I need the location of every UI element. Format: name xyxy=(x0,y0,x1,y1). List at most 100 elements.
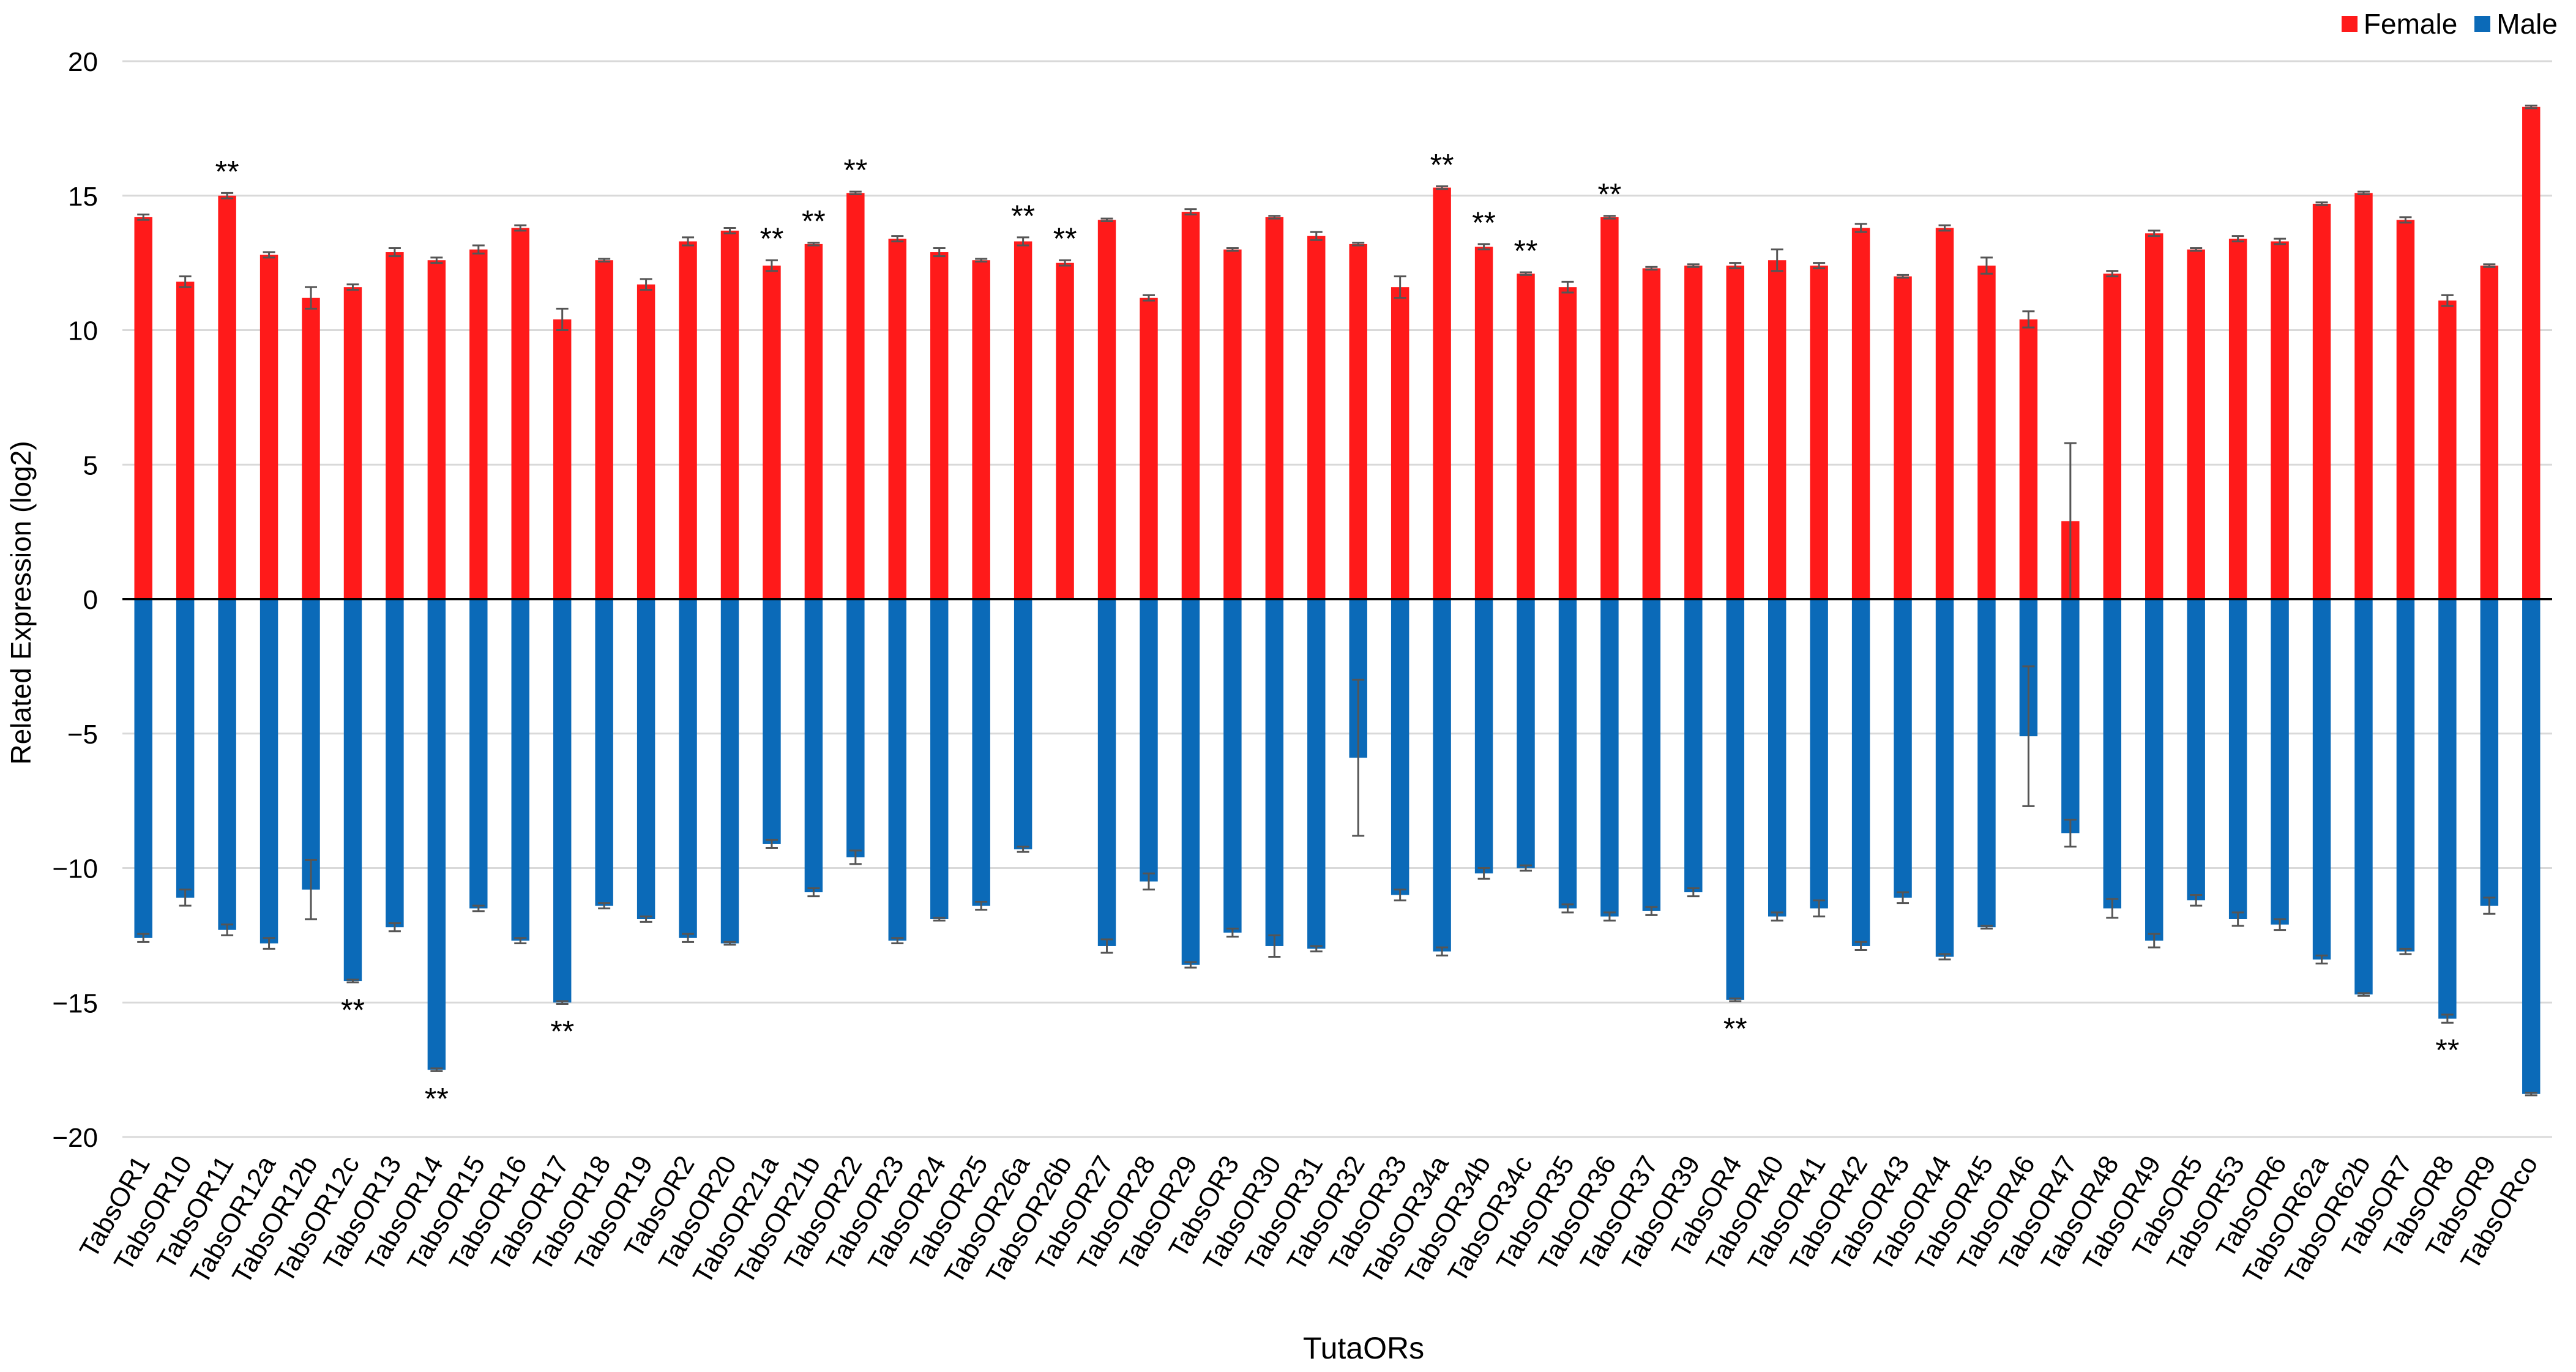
error-bar xyxy=(1561,903,1574,914)
legend-swatch-female xyxy=(2341,16,2358,32)
error-bar xyxy=(1436,946,1449,956)
bar-female-TabsOR14 xyxy=(427,260,446,600)
bar-male-TabsOR19 xyxy=(637,599,655,920)
error-bar xyxy=(1268,934,1281,958)
bar-male-TabsOR12a xyxy=(259,599,278,944)
error-bar xyxy=(1352,679,1365,837)
bar-male-TabsOR21a xyxy=(763,599,781,844)
error-bar xyxy=(221,923,234,936)
bar-female-TabsOR26a xyxy=(1014,241,1032,600)
bar-female-TabsORco xyxy=(2522,106,2541,600)
error-bar xyxy=(1897,891,1910,904)
error-bar xyxy=(1520,864,1533,872)
error-bar xyxy=(1938,224,1951,232)
error-bar xyxy=(2441,1013,2454,1024)
error-bar xyxy=(430,256,443,264)
error-bar xyxy=(1142,872,1155,891)
error-bar xyxy=(1854,941,1867,952)
bar-male-TabsOR42 xyxy=(1851,599,1870,946)
bar-male-TabsOR29 xyxy=(1181,599,1200,965)
error-bar xyxy=(221,192,234,199)
bar-female-TabsOR21a xyxy=(763,266,781,599)
bar-male-TabsOR34c xyxy=(1517,599,1535,868)
y-tick-label: 0 xyxy=(83,585,98,615)
legend-label-female: Female xyxy=(2363,8,2458,40)
significance-marker: ** xyxy=(760,222,783,256)
error-bar xyxy=(1980,925,1993,930)
bar-female-TabsOR5 xyxy=(2187,249,2205,599)
bar-female-TabsOR32 xyxy=(1349,244,1367,599)
bar-female-TabsOR39 xyxy=(1684,266,1703,599)
bar-male-TabsOR27 xyxy=(1097,599,1116,946)
x-axis-title: TutaORs xyxy=(1303,1331,1424,1365)
error-bar xyxy=(975,900,988,911)
bar-female-TabsOR3 xyxy=(1223,249,1242,599)
error-bar xyxy=(1729,997,1742,1002)
bar-male-TabsOR4 xyxy=(1726,599,1744,1000)
bar-female-TabsOR34a xyxy=(1433,187,1451,599)
error-bar xyxy=(1854,223,1867,233)
error-bar xyxy=(2064,818,2077,848)
error-bar xyxy=(1100,938,1113,954)
bar-female-TabsOR9 xyxy=(2480,266,2499,599)
significance-marker: ** xyxy=(215,154,239,188)
y-axis-title: Related Expression (log2) xyxy=(5,441,37,764)
bar-male-TabsOR45 xyxy=(1977,599,1996,928)
error-bar xyxy=(891,235,904,242)
error-bar xyxy=(1813,262,1826,269)
error-bar xyxy=(2148,933,2160,949)
bar-male-TabsOR62b xyxy=(2354,599,2373,995)
error-bar xyxy=(640,278,652,291)
bar-female-TabsOR44 xyxy=(1935,228,1954,599)
significance-marker: ** xyxy=(2435,1033,2459,1067)
significance-marker: ** xyxy=(1514,234,1538,268)
error-bar xyxy=(472,904,485,912)
error-bar xyxy=(179,889,192,907)
bar-female-TabsOR7 xyxy=(2396,220,2415,599)
bar-female-TabsOR24 xyxy=(930,252,949,599)
bar-male-TabsOR18 xyxy=(595,599,613,906)
bar-male-TabsOR28 xyxy=(1140,599,1158,882)
error-bar xyxy=(1184,208,1197,216)
error-bar xyxy=(2022,665,2035,807)
bar-female-TabsOR34c xyxy=(1517,274,1535,600)
bar-male-TabsOR16 xyxy=(511,599,529,941)
bar-female-TabsOR62b xyxy=(2354,193,2373,600)
bar-female-TabsOR11 xyxy=(218,195,236,599)
error-bar xyxy=(514,224,527,232)
error-bar xyxy=(2190,893,2203,907)
error-bar xyxy=(640,915,652,923)
bar-female-TabsOR20 xyxy=(720,230,739,599)
error-bar xyxy=(1771,248,1783,272)
bar-female-TabsOR31 xyxy=(1307,236,1326,599)
error-bar xyxy=(556,1000,569,1005)
error-bar xyxy=(305,286,318,310)
bar-male-TabsOR5 xyxy=(2187,599,2205,901)
y-tick-label: −15 xyxy=(52,988,98,1018)
error-bar xyxy=(1980,256,1993,275)
bar-male-TabsOR6 xyxy=(2271,599,2289,925)
bar-male-TabsOR12c xyxy=(343,599,362,982)
error-bar xyxy=(1603,215,1616,220)
bar-female-TabsOR27 xyxy=(1097,220,1116,599)
bar-female-TabsOR2 xyxy=(679,241,697,600)
bar-male-TabsORco xyxy=(2522,599,2541,1094)
error-bar xyxy=(556,307,569,331)
bar-male-TabsOR35 xyxy=(1558,599,1577,909)
bar-female-TabsOR19 xyxy=(637,284,655,599)
bar-male-TabsOR40 xyxy=(1768,599,1786,917)
error-bar xyxy=(682,236,695,247)
error-bar xyxy=(2106,270,2119,278)
error-bar xyxy=(1017,236,1029,247)
bar-male-TabsOR53 xyxy=(2228,599,2247,920)
bar-male-TabsOR24 xyxy=(930,599,949,920)
error-bar xyxy=(2483,263,2496,268)
error-bar xyxy=(2148,229,2160,237)
legend: Female Male xyxy=(2324,7,2558,40)
error-bar xyxy=(346,283,359,291)
error-bar xyxy=(2399,216,2412,224)
y-tick-label: −5 xyxy=(67,720,98,750)
legend-label-male: Male xyxy=(2496,8,2558,40)
error-bar xyxy=(1645,266,1658,271)
